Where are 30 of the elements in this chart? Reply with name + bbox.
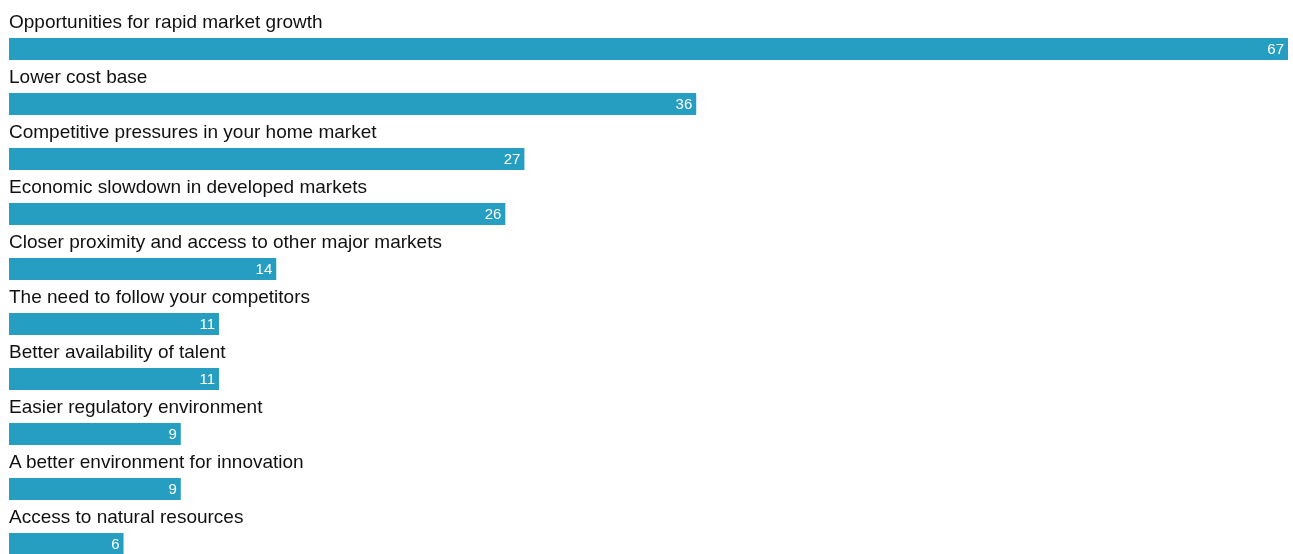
- y-tick-label: The need to follow your competitors: [9, 286, 310, 307]
- bar: [9, 423, 181, 445]
- y-tick-label: A better environment for innovation: [9, 451, 304, 472]
- bar: [9, 533, 124, 554]
- bar: [9, 148, 525, 170]
- bar: [9, 368, 219, 390]
- bar: [9, 313, 219, 335]
- data-label: 27: [503, 150, 521, 167]
- bar: [9, 258, 277, 280]
- bar: [9, 203, 506, 225]
- y-tick-label: Opportunities for rapid market growth: [9, 11, 323, 32]
- y-tick-label: Better availability of talent: [9, 341, 227, 362]
- y-tick-label: Lower cost base: [9, 66, 148, 87]
- data-label: 6: [111, 535, 120, 552]
- data-label: 67: [1267, 40, 1284, 57]
- bar: [9, 38, 1288, 60]
- y-tick-label: Closer proximity and access to other major markets: [9, 231, 442, 252]
- bar: [9, 478, 181, 500]
- y-tick-label: Economic slowdown in developed markets: [9, 176, 368, 197]
- data-label: 14: [255, 260, 273, 277]
- y-tick-label: Easier regulatory environment: [9, 396, 264, 417]
- data-label: 11: [199, 370, 215, 387]
- y-tick-label: Competitive pressures in your home market: [9, 121, 378, 142]
- data-label: 36: [675, 95, 693, 112]
- data-label: 9: [168, 425, 177, 442]
- bar: [9, 93, 697, 115]
- data-label: 26: [484, 205, 502, 222]
- data-label: 11: [199, 315, 215, 332]
- data-label: 9: [168, 480, 177, 497]
- y-tick-label: Access to natural resources: [9, 506, 244, 527]
